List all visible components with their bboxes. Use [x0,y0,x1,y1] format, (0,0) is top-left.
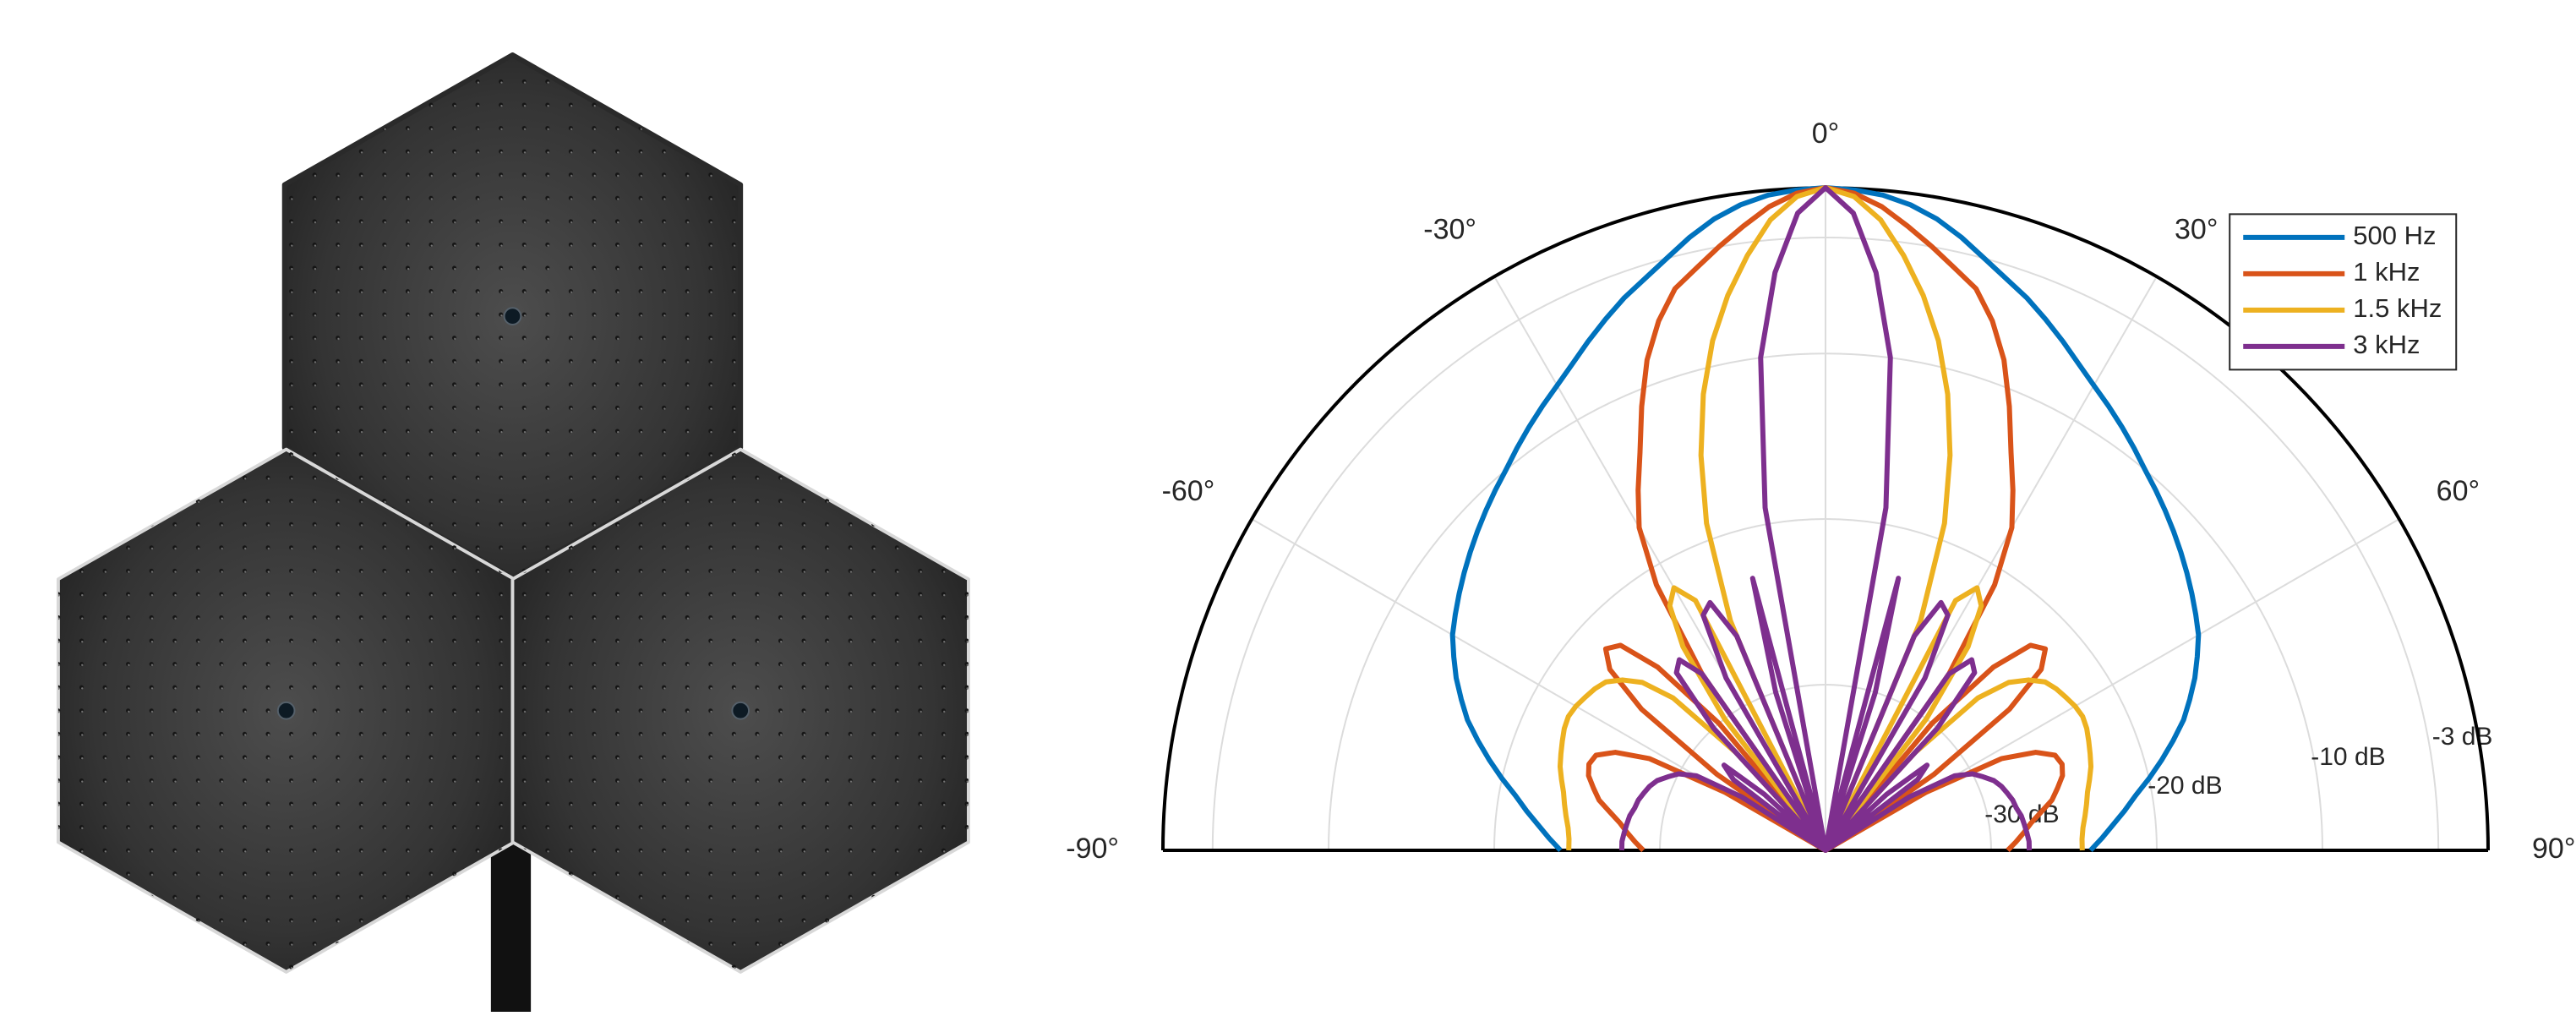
series-line [1618,185,2033,853]
legend-label: 1 kHz [2353,257,2420,287]
panel-top [281,52,744,581]
stand [490,832,532,1016]
panel-left [56,447,516,974]
theta-tick-label: -90° [1066,833,1119,865]
theta-tick-label: 60° [2437,475,2480,507]
theta-tick-label: -60° [1162,475,1215,507]
theta-tick-label: 30° [2175,213,2218,245]
theta-tick-label: 0° [1812,117,1840,150]
r-tick-label: -20 dB [2148,772,2222,800]
legend-label: 3 kHz [2353,330,2420,359]
legend-box [2229,213,2458,371]
legend-label: 1.5 kHz [2353,293,2442,323]
polar-plot: -30 dB-20 dB-10 dB-3 dB-90°-60°-30°0°30°… [1066,117,2575,865]
r-tick-label: -3 dB [2432,723,2493,751]
legend-label: 500 Hz [2353,221,2436,250]
legend: 500 Hz 1 kHz 1.5 kHz 3 kHz [2229,213,2458,371]
panel-right [510,447,970,974]
theta-tick-label: 90° [2532,833,2575,865]
r-tick-label: -10 dB [2311,743,2385,771]
theta-tick-label: -30° [1423,213,1476,245]
panel-array-illustration [56,52,970,1016]
